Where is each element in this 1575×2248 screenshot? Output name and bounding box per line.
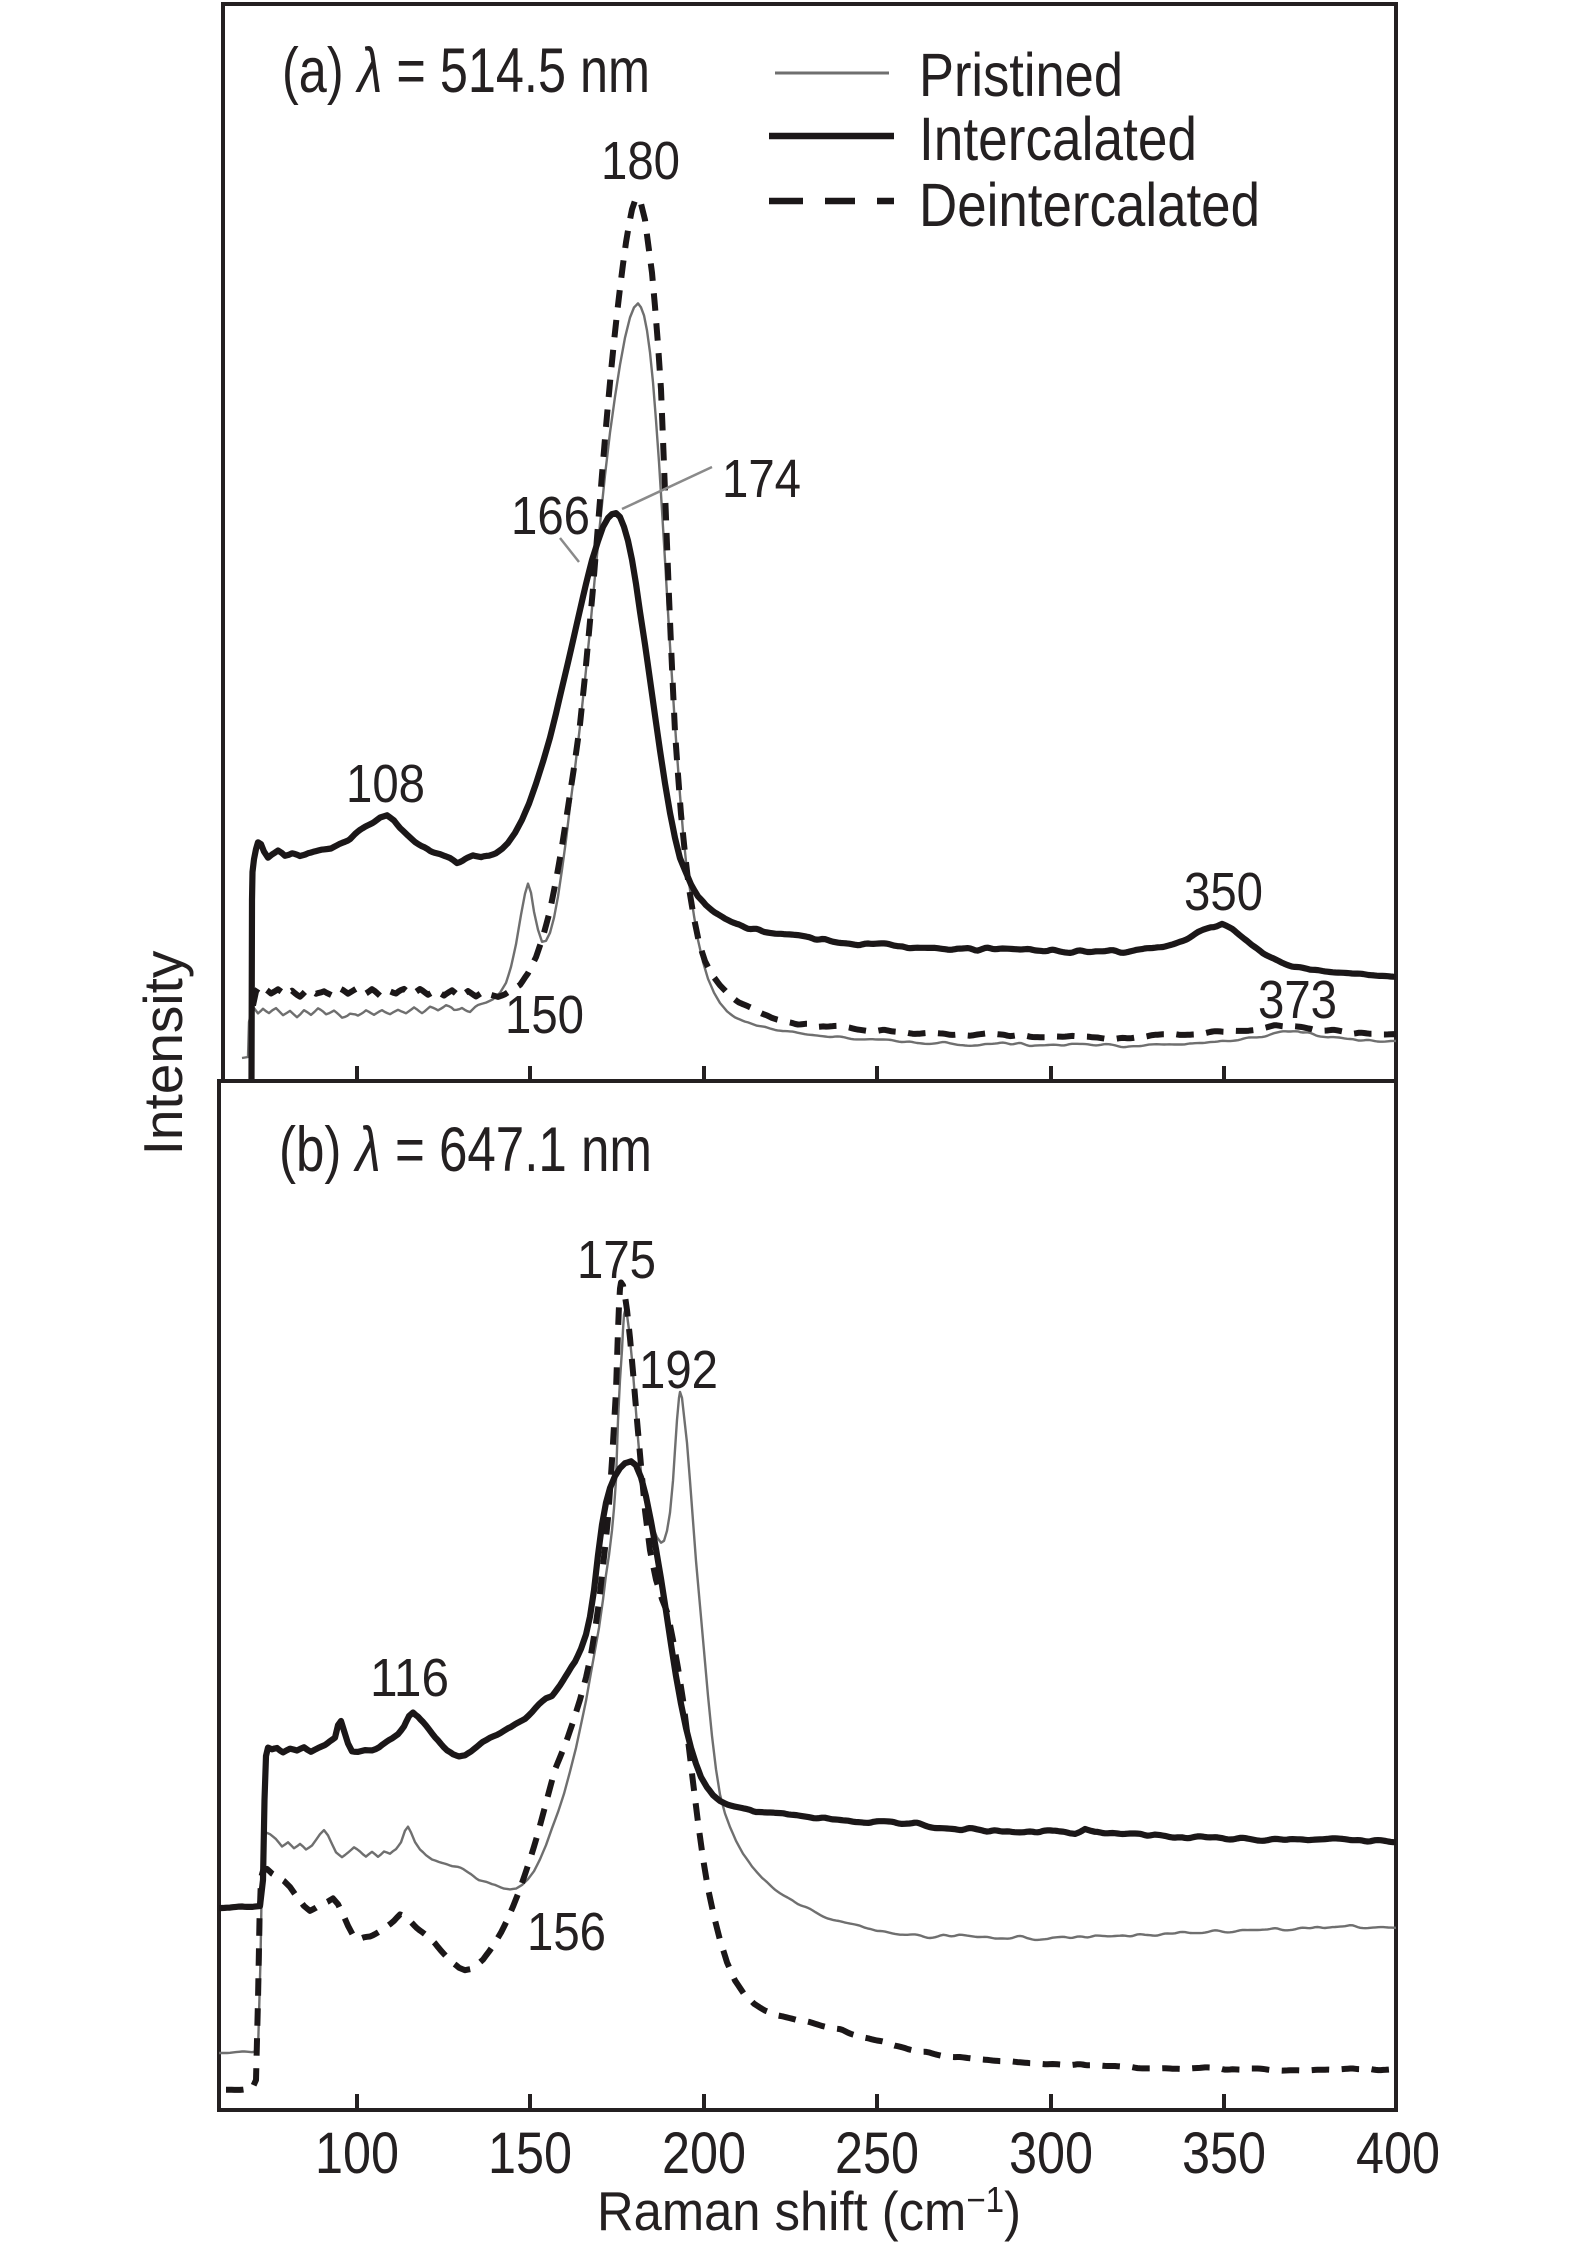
svg-text:Pristined: Pristined (919, 41, 1123, 109)
svg-text:350: 350 (1184, 862, 1263, 922)
svg-text:300: 300 (1009, 2121, 1093, 2186)
svg-text:200: 200 (662, 2121, 746, 2186)
svg-text:174: 174 (722, 449, 801, 509)
svg-text:108: 108 (346, 754, 425, 814)
svg-text:350: 350 (1182, 2121, 1266, 2186)
svg-text:116: 116 (370, 1648, 449, 1708)
svg-text:Intensity: Intensity (132, 950, 194, 1155)
svg-text:400: 400 (1356, 2121, 1440, 2186)
svg-text:373: 373 (1258, 970, 1337, 1030)
svg-text:100: 100 (315, 2121, 399, 2186)
svg-text:Raman shift (cm−1): Raman shift (cm−1) (597, 2179, 1021, 2242)
svg-text:Deintercalated: Deintercalated (919, 171, 1260, 239)
svg-text:150: 150 (505, 985, 584, 1045)
svg-text:(a) λ = 514.5 nm: (a) λ = 514.5 nm (282, 36, 650, 106)
svg-text:180: 180 (601, 131, 680, 191)
svg-text:(b) λ = 647.1 nm: (b) λ = 647.1 nm (279, 1115, 652, 1185)
svg-text:166: 166 (511, 486, 590, 546)
svg-text:150: 150 (488, 2121, 572, 2186)
svg-text:192: 192 (639, 1340, 718, 1400)
svg-text:156: 156 (527, 1902, 606, 1962)
svg-text:Intercalated: Intercalated (919, 105, 1197, 173)
svg-text:175: 175 (577, 1230, 656, 1290)
svg-text:250: 250 (835, 2121, 919, 2186)
